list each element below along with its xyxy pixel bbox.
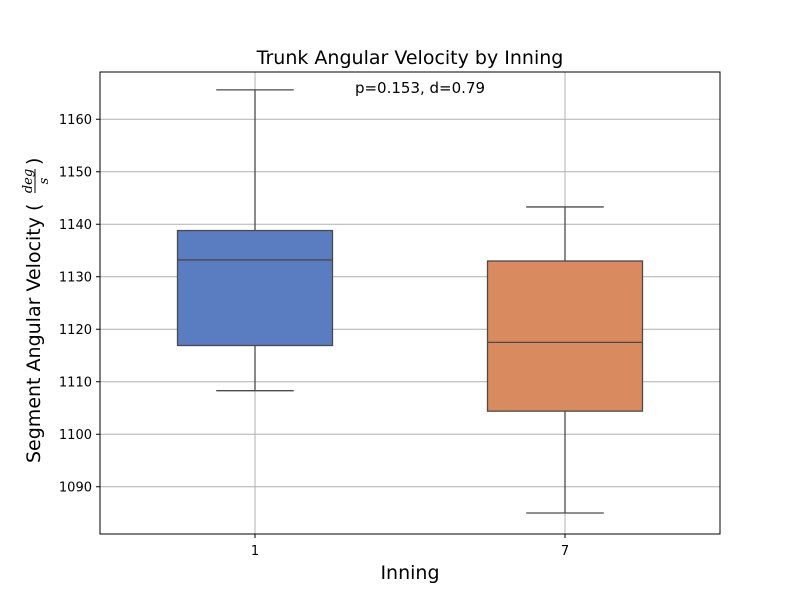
box-7 (486, 206, 644, 514)
y-tick-label: 1130 (59, 270, 92, 285)
y-axis-label: Segment Angular Velocity ( deg s ) (21, 158, 52, 463)
stats-annotation: p=0.153, d=0.79 (355, 79, 485, 97)
y-tick-label: 1160 (59, 113, 92, 128)
y-axis-label-prefix: Segment Angular Velocity ( (23, 204, 45, 463)
y-axis-unit-denominator: s (37, 177, 52, 184)
y-tick-label: 1140 (59, 218, 92, 233)
box-1 (176, 89, 334, 392)
chart-title: Trunk Angular Velocity by Inning (256, 47, 564, 69)
y-tick-label: 1110 (59, 375, 92, 390)
x-tick-label: 1 (251, 544, 259, 559)
x-tick-label: 7 (561, 544, 569, 559)
boxes (176, 89, 644, 514)
y-axis-unit-numerator: deg (21, 169, 36, 193)
box-body (176, 229, 334, 347)
y-tick-label: 1100 (59, 428, 92, 443)
y-axis-label-suffix: ) (23, 158, 45, 165)
x-axis-label: Inning (380, 562, 439, 584)
plot-frame (99, 71, 721, 535)
y-tick-label: 1090 (59, 480, 92, 495)
y-tick-label: 1120 (59, 323, 92, 338)
ticks: 1090 1100 1110 1120 1130 1140 1150 1160 1 7 (59, 113, 569, 559)
y-tick-label: 1150 (59, 165, 92, 180)
box-body (486, 260, 644, 412)
